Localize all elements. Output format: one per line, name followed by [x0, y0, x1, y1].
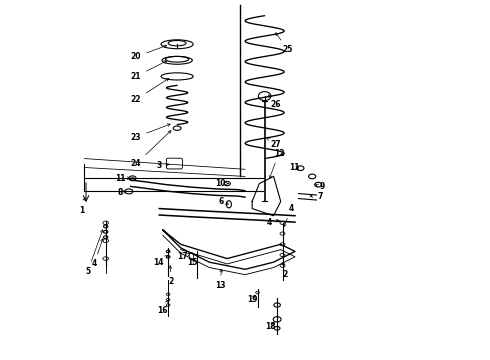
- Text: 2: 2: [169, 266, 173, 286]
- Text: 22: 22: [131, 78, 169, 104]
- Text: 18: 18: [265, 322, 275, 331]
- Text: 15: 15: [187, 258, 197, 267]
- Text: 4: 4: [92, 239, 103, 269]
- Text: 9: 9: [316, 182, 324, 191]
- Text: 23: 23: [131, 124, 170, 141]
- Text: 25: 25: [276, 33, 293, 54]
- Text: 21: 21: [131, 61, 167, 81]
- Text: 7: 7: [310, 192, 323, 201]
- Text: 27: 27: [267, 138, 281, 149]
- Text: 11: 11: [289, 163, 299, 172]
- Text: 13: 13: [215, 269, 225, 290]
- Text: 4: 4: [267, 219, 279, 228]
- Text: 14: 14: [153, 256, 168, 267]
- Text: 26: 26: [269, 95, 281, 109]
- Text: 11: 11: [116, 174, 130, 183]
- Text: 10: 10: [215, 179, 228, 188]
- Text: 20: 20: [131, 45, 167, 61]
- Text: 1: 1: [79, 198, 86, 215]
- Text: 5: 5: [85, 230, 103, 276]
- Text: 2: 2: [282, 262, 288, 279]
- Text: 16: 16: [158, 300, 168, 315]
- Text: 6: 6: [218, 197, 229, 206]
- Text: 24: 24: [131, 131, 171, 168]
- Text: 12: 12: [269, 149, 284, 179]
- Text: 8: 8: [117, 188, 126, 197]
- Text: 3: 3: [157, 161, 169, 170]
- Text: 19: 19: [247, 295, 257, 304]
- Text: 4: 4: [284, 204, 294, 227]
- Text: 17: 17: [177, 252, 191, 261]
